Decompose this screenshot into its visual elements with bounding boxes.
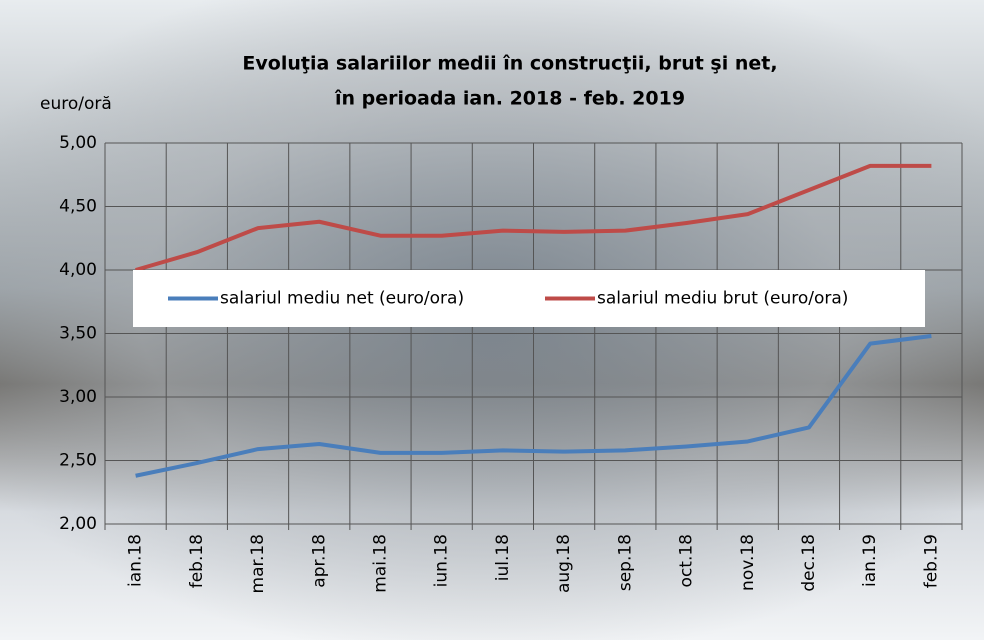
page: Evoluţia salariilor medii în construcţii… — [0, 0, 984, 640]
y-tick-label: 2,00 — [59, 514, 97, 534]
legend-label: salariul mediu net (euro/ora) — [220, 289, 464, 309]
y-axis-label: euro/oră — [40, 94, 112, 114]
x-tick-label: feb.18 — [187, 534, 207, 588]
y-tick-label: 2,50 — [59, 451, 97, 471]
x-tick-label: oct.18 — [677, 534, 697, 587]
x-tick-label: aug.18 — [554, 534, 574, 593]
chart-title: în perioada ian. 2018 - feb. 2019 — [334, 88, 685, 110]
x-tick-label: sep.18 — [615, 534, 635, 591]
chart-title: Evoluţia salariilor medii în construcţii… — [242, 53, 777, 75]
x-tick-label: nov.18 — [738, 534, 758, 591]
y-tick-label: 3,50 — [59, 324, 97, 344]
y-tick-label: 5,00 — [59, 133, 97, 153]
y-tick-label: 4,00 — [59, 260, 97, 280]
x-tick-label: iul.18 — [493, 534, 513, 581]
chart: Evoluţia salariilor medii în construcţii… — [0, 0, 984, 640]
x-tick-label: iun.18 — [432, 534, 452, 587]
x-tick-label: dec.18 — [799, 534, 819, 592]
legend: salariul mediu net (euro/ora) salariul me… — [133, 270, 925, 327]
y-tick-label: 3,00 — [59, 387, 97, 407]
x-tick-label: mai.18 — [370, 534, 390, 593]
x-tick-label: apr.18 — [309, 534, 329, 588]
legend-label: salariul mediu brut (euro/ora) — [597, 289, 848, 309]
x-tick-label: feb.19 — [921, 534, 941, 588]
x-tick-label: mar.18 — [248, 534, 268, 593]
x-tick-label: ian.19 — [860, 534, 880, 587]
x-tick-label: ian.18 — [126, 534, 146, 587]
y-tick-label: 4,50 — [59, 197, 97, 217]
